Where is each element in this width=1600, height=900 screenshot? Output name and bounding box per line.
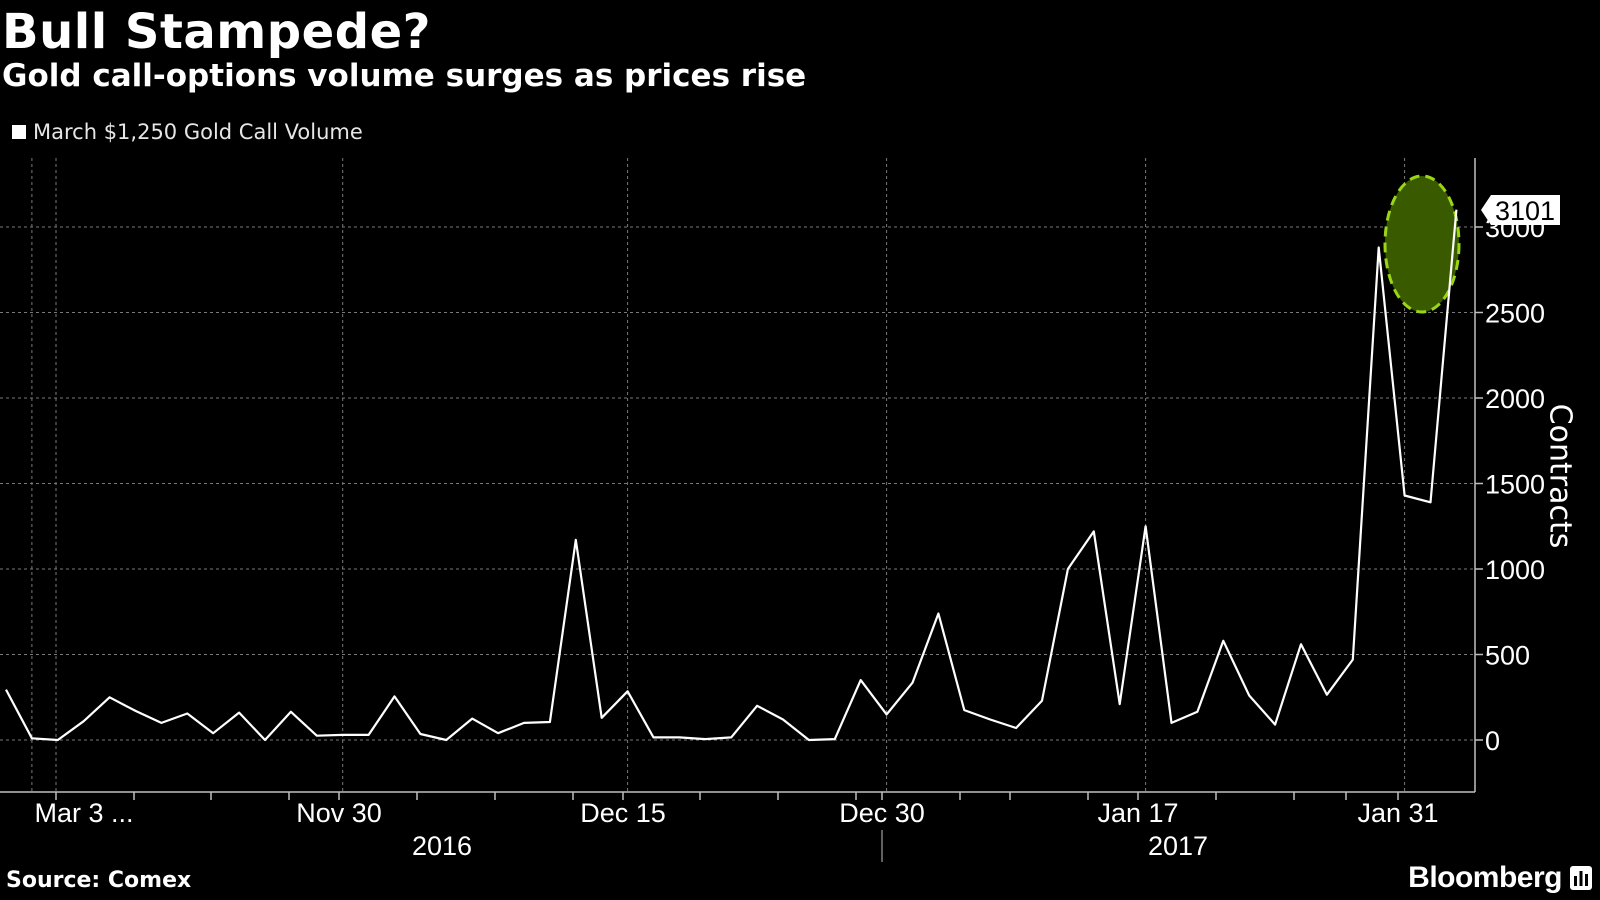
y-tick-label-1000: 1000: [1485, 555, 1545, 585]
x-year-label-2017: 2017: [1148, 831, 1208, 861]
legend-label: March $1,250 Gold Call Volume: [33, 120, 363, 144]
y-axis-label: Contracts: [1542, 403, 1578, 549]
source-note: Source: Comex: [6, 868, 192, 893]
legend: March $1,250 Gold Call Volume: [12, 120, 363, 144]
chart-title: Bull Stampede?: [2, 4, 431, 60]
y-tick-label-1500: 1500: [1485, 470, 1545, 500]
x-year-label-2016: 2016: [412, 831, 472, 861]
series-line: [5, 209, 1458, 742]
x-tick-label-3: Dec 30: [839, 798, 925, 828]
x-tick-label-4: Jan 17: [1097, 798, 1178, 828]
y-tick-label-0: 0: [1485, 726, 1500, 756]
last-value-tag: [1481, 195, 1560, 225]
last-value-label: 3101: [1495, 196, 1555, 226]
bloomberg-branding: Bloomberg: [1408, 861, 1592, 895]
y-tick-label-500: 500: [1485, 641, 1530, 671]
x-tick-label-2: Dec 15: [580, 798, 666, 828]
x-tick-label-5: Jan 31: [1357, 798, 1438, 828]
highlight-ellipse: [1383, 174, 1461, 314]
chart-subtitle: Gold call-options volume surges as price…: [2, 58, 807, 94]
bloomberg-logo-icon: [1570, 866, 1592, 890]
x-tick-label-1: Nov 30: [296, 798, 382, 828]
bloomberg-wordmark: Bloomberg: [1408, 861, 1562, 894]
y-tick-label-2000: 2000: [1485, 384, 1545, 414]
x-tick-label-0: Mar 3 ...: [34, 798, 133, 828]
legend-swatch: [12, 125, 26, 139]
y-tick-label-2500: 2500: [1485, 299, 1545, 329]
